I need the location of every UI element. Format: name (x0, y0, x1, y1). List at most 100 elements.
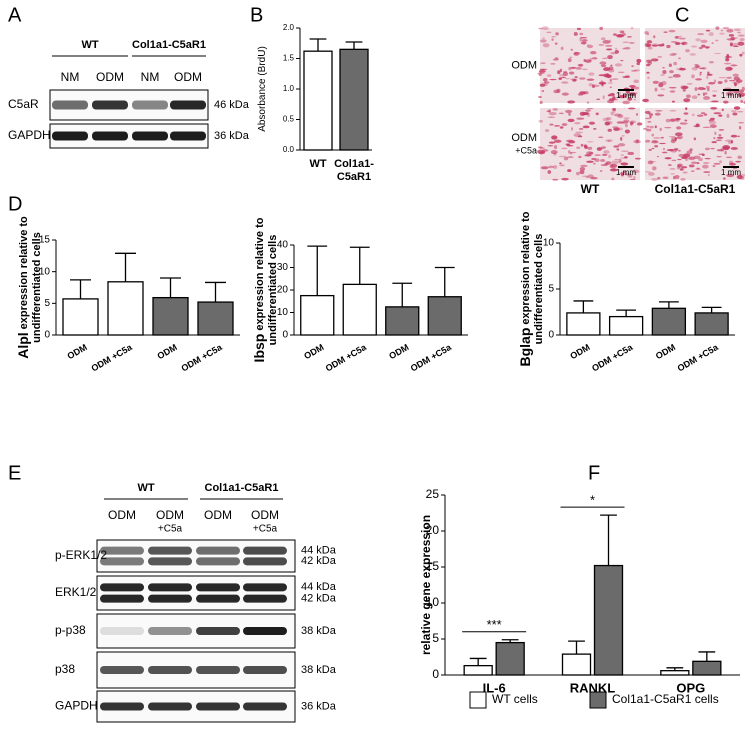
stain-spot (682, 171, 688, 174)
stain-spot (540, 166, 549, 170)
stain-spot (664, 157, 672, 160)
stain-spot (611, 168, 616, 171)
stain-spot (732, 112, 738, 116)
stain-spot (738, 122, 744, 124)
stain-spot (584, 59, 592, 63)
size-label: 42 kDa (301, 593, 337, 605)
stain-spot (669, 90, 676, 93)
stain-spot (666, 149, 675, 152)
x-tick-label: ODM +C5a (409, 342, 454, 374)
stain-spot (599, 170, 603, 172)
stain-spot (614, 129, 617, 131)
size-label: 46 kDa (214, 99, 250, 111)
stain-spot (731, 42, 738, 47)
x-tick-label: ODM (66, 342, 89, 361)
x-tick-label: IL-6 (483, 680, 506, 695)
stain-spot (576, 117, 585, 120)
stain-spot (598, 43, 605, 46)
panel-label: A (8, 4, 22, 26)
stain-spot (697, 93, 701, 96)
stain-spot (716, 149, 724, 152)
stain-spot (730, 64, 738, 67)
y-tick-label: 0 (44, 330, 50, 341)
stain-spot (553, 139, 562, 143)
stain-spot (721, 108, 724, 112)
stain-spot (740, 99, 744, 103)
stain-spot (636, 62, 641, 66)
stain-spot (661, 151, 668, 154)
stain-spot (598, 136, 604, 138)
stain-spot (647, 120, 652, 123)
stain-spot (578, 155, 582, 159)
stain-spot (728, 79, 736, 82)
stain-spot (711, 100, 719, 103)
stain-spot (622, 32, 626, 36)
stain-spot (698, 153, 705, 156)
stain-spot (539, 68, 548, 70)
scale-label: 1 mm (721, 91, 741, 100)
gene-name: Alpl (15, 332, 31, 358)
stain-spot (653, 35, 656, 39)
band (100, 546, 144, 555)
row-label: +C5a (515, 145, 537, 155)
stain-spot (725, 156, 733, 159)
stain-spot (654, 112, 661, 116)
stain-spot (708, 118, 712, 122)
stain-spot (654, 87, 658, 92)
stain-spot (674, 174, 680, 180)
band (52, 100, 88, 110)
stain-spot (680, 86, 688, 90)
band (148, 666, 192, 674)
bar (339, 48, 369, 151)
legend-swatch (589, 691, 607, 709)
stain-spot (570, 66, 577, 69)
scale-label: 1 mm (721, 168, 741, 177)
stain-spot (581, 175, 589, 177)
stain-spot (547, 144, 554, 147)
stain-spot (710, 147, 715, 150)
stain-spot (678, 153, 685, 157)
panel-label: D (8, 193, 22, 215)
stain-spot (579, 167, 586, 172)
y-tick-label: 0.0 (283, 145, 295, 154)
x-tick-label: ODM +C5a (179, 342, 224, 374)
stain-spot (620, 162, 629, 166)
stain-spot (674, 136, 682, 140)
stain-spot (546, 31, 552, 34)
stain-spot (674, 137, 677, 142)
stain-spot (552, 108, 559, 111)
stain-spot (622, 75, 631, 79)
stain-spot (634, 157, 641, 160)
stain-spot (725, 66, 733, 71)
stain-spot (657, 176, 661, 180)
band (92, 100, 128, 110)
stain-spot (651, 133, 655, 137)
stain-spot (584, 154, 592, 157)
stain-spot (707, 87, 710, 92)
stain-spot (617, 71, 625, 74)
stain-spot (668, 76, 673, 79)
stain-spot (598, 74, 606, 77)
stain-spot (669, 70, 674, 74)
stain-spot (559, 126, 564, 129)
stain-spot (701, 44, 706, 48)
band (243, 583, 287, 592)
stain-spot (569, 152, 573, 155)
stain-spot (704, 92, 708, 95)
stain-spot (715, 26, 720, 30)
stain-spot (568, 112, 571, 116)
stain-spot (580, 143, 584, 147)
stain-spot (553, 145, 558, 150)
stain-spot (695, 78, 703, 81)
size-label: 36 kDa (301, 700, 337, 712)
stain-spot (605, 117, 612, 121)
stain-spot (652, 80, 659, 84)
stain-spot (644, 171, 651, 173)
lane-label: NM (61, 70, 80, 84)
stain-spot (670, 41, 678, 43)
stain-spot (587, 146, 593, 150)
band (148, 546, 192, 555)
bar (495, 641, 525, 676)
x-tick-label: ODM (302, 342, 325, 361)
stain-spot (625, 90, 631, 94)
